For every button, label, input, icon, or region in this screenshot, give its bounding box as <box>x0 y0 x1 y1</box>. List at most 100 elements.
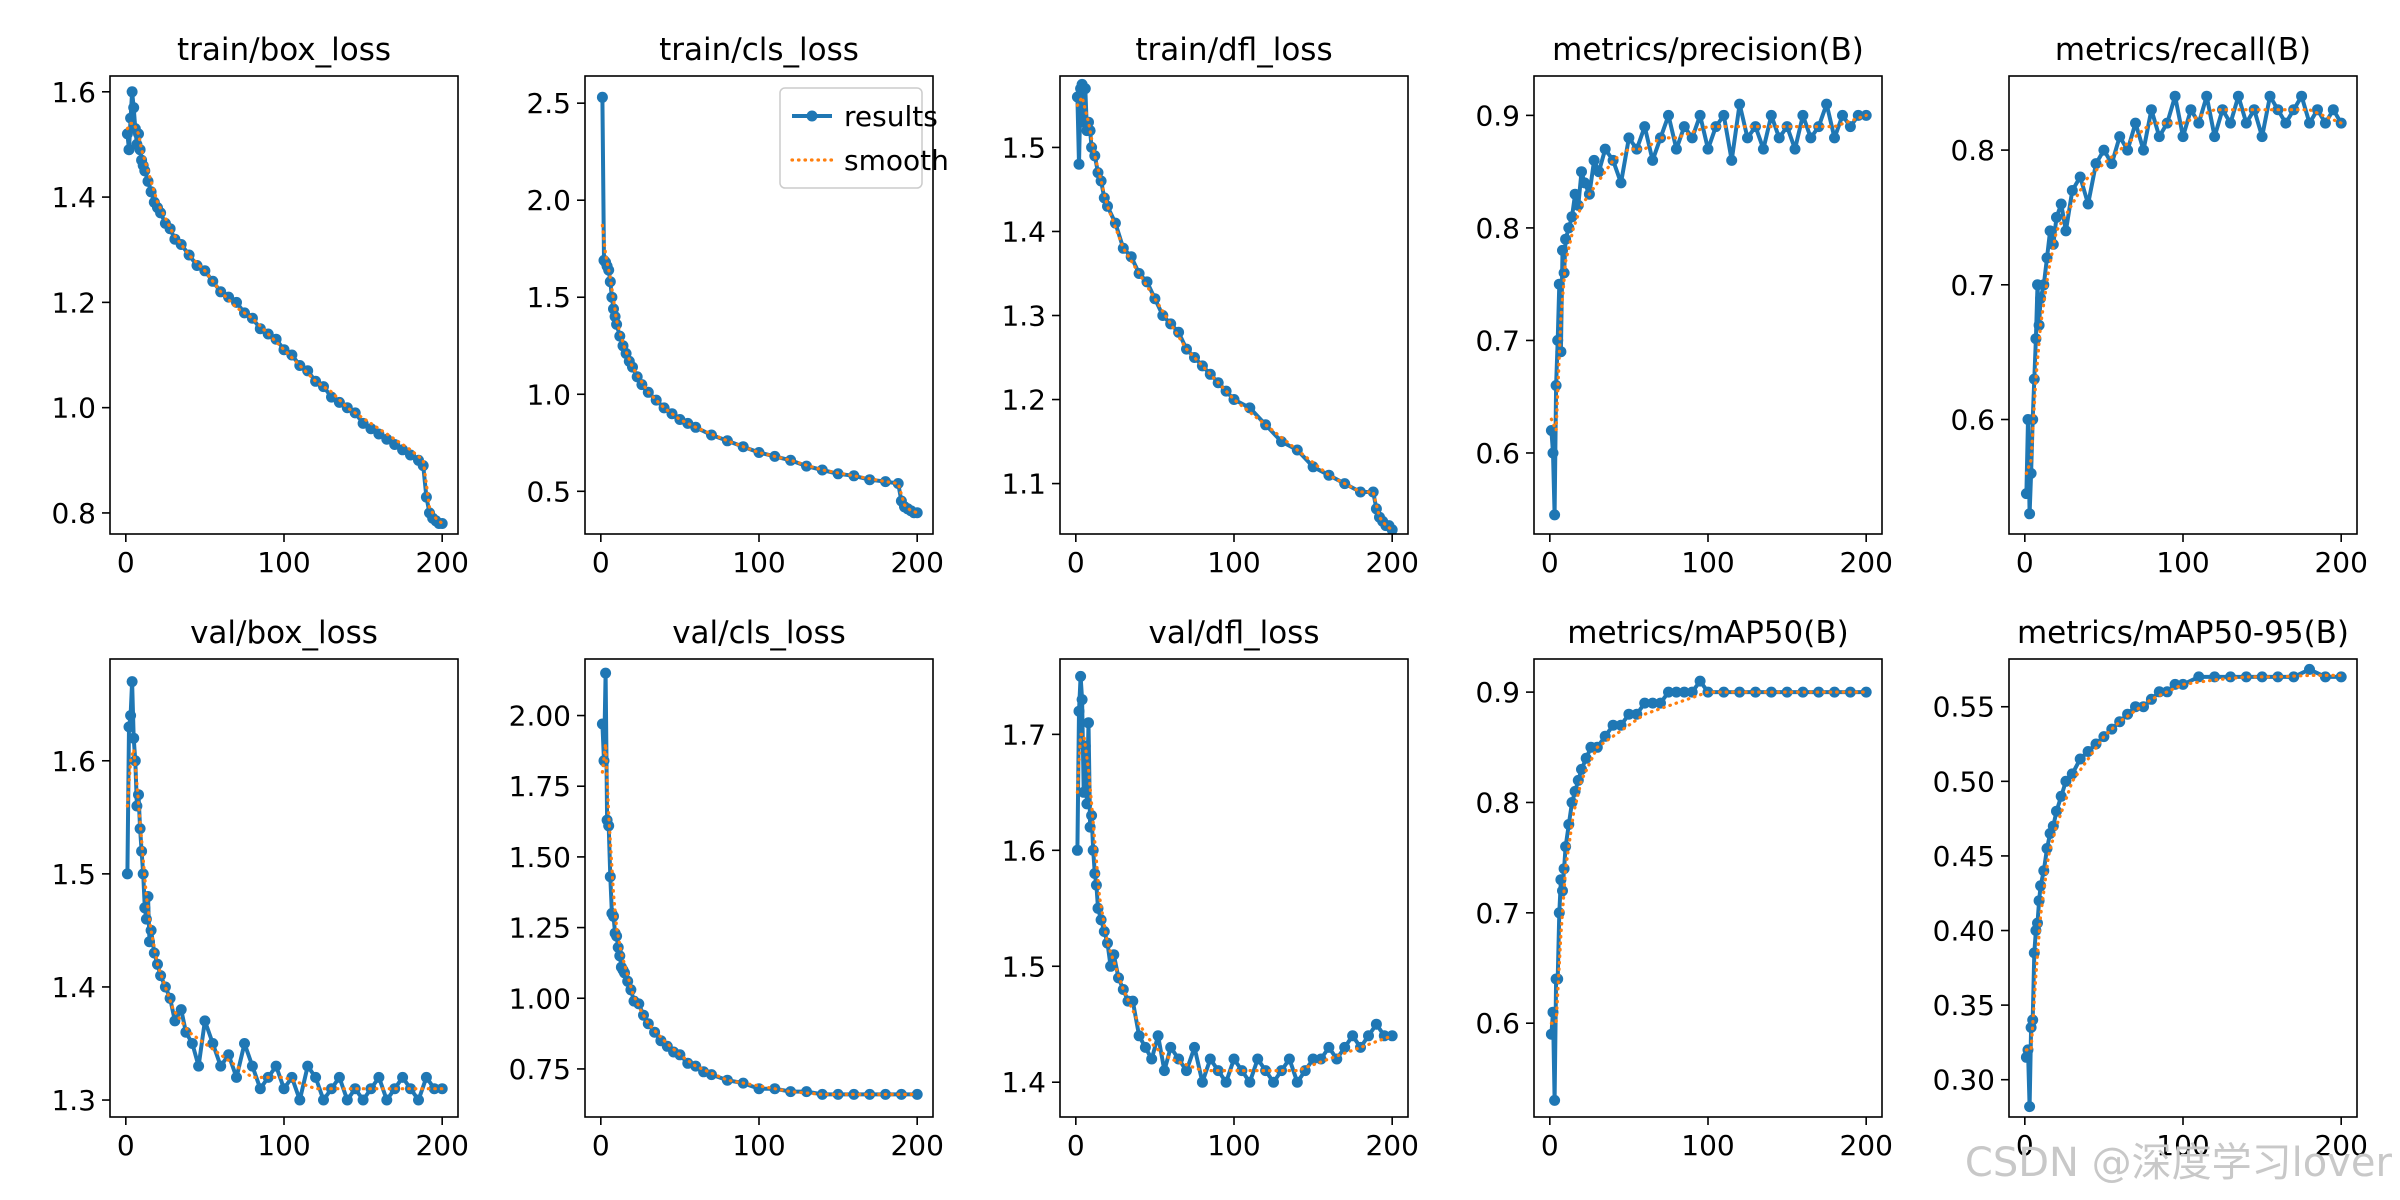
results-data-point <box>121 128 133 140</box>
y-tick-label: 1.7 <box>1001 718 1046 751</box>
results-data-point <box>1076 694 1088 706</box>
results-data-point <box>286 349 298 361</box>
results-data-point <box>2041 843 2053 854</box>
results-data-point <box>2177 131 2189 143</box>
results-data-point <box>1146 1053 1158 1065</box>
y-tick-label: 1.5 <box>51 858 96 891</box>
plot-area <box>1545 675 1872 1106</box>
results-data-point <box>1073 158 1085 170</box>
x-tick-label: 0 <box>592 546 610 579</box>
results-data-point <box>598 755 610 767</box>
results-data-point <box>139 165 151 177</box>
results-data-point <box>1563 222 1575 234</box>
results-data-point <box>1773 132 1785 144</box>
subplot-1: train/cls_loss 0 100 200 0.5 1.0 1.5 2.0 2.5 resu… <box>526 32 948 579</box>
results-data-point <box>1083 116 1094 128</box>
x-tick-label: 100 <box>1681 546 1734 579</box>
results-data-point <box>1133 1030 1145 1042</box>
results-data-point <box>1547 447 1559 459</box>
results-data-point <box>270 333 282 345</box>
results-data-point <box>1797 109 1809 121</box>
y-tick-label: 1.0 <box>526 378 571 411</box>
results-data-point <box>2264 90 2276 102</box>
results-data-point <box>2232 90 2244 102</box>
results-data-point <box>1829 132 1840 144</box>
results-data-point <box>1781 121 1793 133</box>
results-data-point <box>365 423 377 435</box>
results-data-point <box>341 1094 353 1106</box>
results-data-point <box>1075 670 1087 682</box>
results-data-point <box>125 112 137 124</box>
results-data-point <box>1125 251 1137 263</box>
results-data-point <box>231 296 242 308</box>
results-data-point <box>199 1015 211 1027</box>
results-data-point <box>175 1004 187 1016</box>
results-data-point <box>1750 121 1761 133</box>
results-data-point <box>1260 1065 1272 1077</box>
results-data-point <box>2240 671 2252 683</box>
subplot-title: val/box_loss <box>190 615 378 651</box>
results-data-point <box>2114 131 2126 143</box>
results-data-point <box>2201 90 2213 102</box>
subplot-8: metrics/mAP50(B) 0 100 200 0.6 0.7 0.8 0.9 <box>1475 615 1892 1162</box>
results-data-point <box>310 1071 322 1083</box>
results-data-point <box>193 1060 205 1072</box>
plot-area <box>2020 663 2347 1113</box>
results-data-point <box>1078 786 1090 798</box>
results-data-point <box>246 1060 258 1072</box>
results-data-point <box>1781 686 1793 698</box>
results-data-point <box>1686 686 1698 698</box>
y-tick-label: 1.50 <box>509 841 571 874</box>
x-tick-label: 200 <box>415 1129 468 1162</box>
results-data-point <box>1588 154 1600 166</box>
results-data-point <box>1639 121 1651 133</box>
results-data-point <box>1560 233 1572 245</box>
y-tick-label: 1.4 <box>1001 215 1046 248</box>
results-data-point <box>2280 117 2292 129</box>
results-data-point <box>1550 380 1562 391</box>
results-data-point <box>2122 144 2134 156</box>
results-data-point <box>1158 1065 1170 1077</box>
results-data-point <box>1726 154 1738 166</box>
x-tick-label: 0 <box>117 1129 135 1162</box>
subplot-0: train/box_loss 0 100 200 0.8 1.0 1.2 1.4 1.6 <box>51 32 468 579</box>
y-tick-label: 0.45 <box>1933 840 1995 873</box>
subplot-title: metrics/mAP50(B) <box>1567 615 1848 651</box>
results-data-point <box>1694 109 1706 121</box>
results-data-point <box>1307 1053 1319 1065</box>
x-tick-label: 0 <box>117 546 135 579</box>
results-data-point <box>2138 701 2149 713</box>
y-tick-label: 0.9 <box>1475 99 1520 132</box>
axes-frame <box>584 75 934 535</box>
results-data-point <box>318 1094 329 1106</box>
y-tick-label: 0.9 <box>1475 676 1520 709</box>
results-data-point <box>608 910 619 922</box>
plot-area <box>1071 670 1398 1088</box>
results-data-point <box>2055 790 2067 802</box>
results-data-point <box>1367 486 1379 498</box>
results-data-point <box>1370 1018 1382 1030</box>
results-data-point <box>1089 868 1101 879</box>
results-data-point <box>1607 719 1619 731</box>
axes-frame <box>2008 658 2358 1118</box>
results-data-point <box>1639 697 1651 709</box>
x-tick-label: 100 <box>257 1129 310 1162</box>
results-data-point <box>1089 150 1101 162</box>
smooth-series-line <box>2024 108 2343 475</box>
subplot-title: metrics/precision(B) <box>1552 32 1864 68</box>
y-tick-label: 0.7 <box>1950 269 1995 302</box>
subplot-4: metrics/recall(B) 0 100 200 0.6 0.7 0.8 <box>1950 32 2367 579</box>
results-data-point <box>2055 198 2067 210</box>
results-data-point <box>357 1094 369 1106</box>
results-data-point <box>911 1088 923 1100</box>
results-data-point <box>1593 166 1605 178</box>
results-data-point <box>1805 132 1817 144</box>
subplot-9: metrics/mAP50-95(B) 0 100 200 0.30 0.35 0.40 0.… <box>1933 615 2368 1162</box>
results-data-point <box>1569 188 1581 200</box>
results-data-point <box>2047 238 2059 250</box>
results-data-point <box>2272 671 2284 683</box>
results-data-point <box>1090 879 1102 891</box>
results-data-point <box>1165 1041 1177 1053</box>
results-data-point <box>2027 1014 2039 1026</box>
results-data-point <box>1560 841 1572 853</box>
